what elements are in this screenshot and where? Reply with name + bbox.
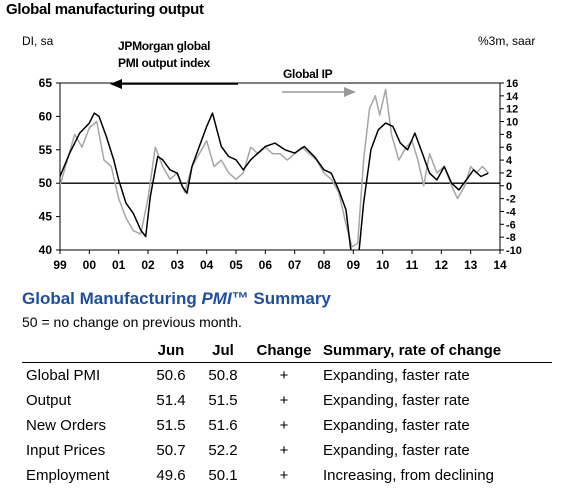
left-tick-label: 60 [39,109,53,123]
x-tick-label: 08 [317,258,331,272]
row-jul: 51.6 [208,417,238,434]
pmi-output-line [60,112,489,250]
row-label: Employment [26,467,110,484]
plot-frame [59,82,501,251]
header-jun: Jun [145,338,197,363]
summary-title-pmi: PMI [201,289,232,308]
row-label: Output [26,392,72,409]
summary-title-tm: ™ [231,289,249,308]
global-ip-line [60,88,489,248]
row-summary: Expanding, faster rate [323,392,470,409]
row-jun: 49.6 [156,467,186,484]
row-summary: Expanding, faster rate [323,367,470,384]
row-change: + [279,392,289,409]
x-tick-label: 02 [141,258,155,272]
summary-title-tail: Summary [248,289,331,308]
row-jul: 50.8 [208,367,238,384]
summary-title: Global Manufacturing PMI™ Summary [22,289,331,309]
left-axis-label: DI, sa [22,34,54,48]
right-tick-label: 8 [506,129,512,141]
row-change: + [279,442,289,459]
chart-title: Global manufacturing output [6,1,204,18]
row-jun: 50.6 [156,367,186,384]
right-axis-label: %3m, saar [478,34,536,48]
table-row: Output 51.4 51.5 + Expanding, faster rat… [22,388,552,413]
ip-arrow-head [344,87,356,97]
table-row: Employment 49.6 50.1 + Increasing, from … [22,463,552,488]
row-summary: Expanding, faster rate [323,417,470,434]
x-tick-label: 14 [493,258,507,272]
x-tick-label: 99 [53,258,67,272]
right-tick-label: -4 [506,206,517,218]
pmi-series-label-line2: PMI output index [118,56,210,70]
right-tick-label: 2 [506,168,512,180]
header-label [22,338,145,363]
left-tick-label: 50 [39,176,53,190]
table-row: Input Prices 50.7 52.2 + Expanding, fast… [22,438,552,463]
x-tick-label: 09 [347,258,361,272]
x-tick-label: 10 [376,258,390,272]
header-change: Change [249,338,319,363]
summary-header-row: Jun Jul Change Summary, rate of change [22,338,552,363]
x-tick-label: 05 [229,258,243,272]
row-change: + [279,367,289,384]
header-summary: Summary, rate of change [319,338,552,363]
row-jul: 52.2 [208,442,238,459]
summary-title-text: Global Manufacturing [22,289,202,308]
x-tick-label: 13 [464,258,478,272]
x-tick-label: 00 [83,258,97,272]
x-tick-label: 07 [288,258,302,272]
ip-series-label: Global IP [283,67,333,81]
row-jun: 50.7 [156,442,186,459]
row-jun: 51.4 [156,392,186,409]
left-tick-label: 45 [39,210,53,224]
right-tick-label: 0 [506,181,512,193]
row-summary: Expanding, faster rate [323,442,470,459]
x-tick-label: 06 [259,258,273,272]
left-tick-label: 40 [39,243,53,257]
right-tick-label: 6 [506,142,512,154]
table-row: Global PMI 50.6 50.8 + Expanding, faster… [22,363,552,389]
table-row: New Orders 51.5 51.6 + Expanding, faster… [22,413,552,438]
row-change: + [279,467,289,484]
row-jul: 50.1 [208,467,238,484]
x-tick-label: 12 [435,258,449,272]
x-tick-label: 04 [200,258,214,272]
right-tick-label: 4 [506,155,513,167]
right-tick-label: 10 [506,117,518,129]
summary-table: Jun Jul Change Summary, rate of change G… [22,338,552,488]
right-tick-label: -10 [506,245,522,257]
summary-note: 50 = no change on previous month. [22,314,242,330]
left-tick-label: 65 [39,76,53,90]
row-change: + [279,417,289,434]
row-label: Global PMI [26,367,101,384]
header-jul: Jul [197,338,249,363]
row-label: New Orders [26,417,107,434]
pmi-series-label-line1: JPMorgan global [118,39,211,53]
row-jul: 51.5 [208,392,238,409]
right-tick-label: -8 [506,232,516,244]
row-jun: 51.5 [156,417,186,434]
x-tick-label: 03 [171,258,185,272]
right-tick-label: 12 [506,104,518,116]
x-tick-label: 11 [406,258,419,272]
left-tick-label: 55 [39,143,53,157]
right-tick-label: 14 [506,91,519,103]
row-label: Input Prices [26,442,106,459]
right-tick-label: 16 [506,78,518,90]
x-tick-label: 01 [112,258,126,272]
pmi-arrow-head [110,79,122,89]
row-summary: Increasing, from declining [323,467,494,484]
right-tick-label: -2 [506,194,516,206]
right-tick-label: -6 [506,219,516,231]
